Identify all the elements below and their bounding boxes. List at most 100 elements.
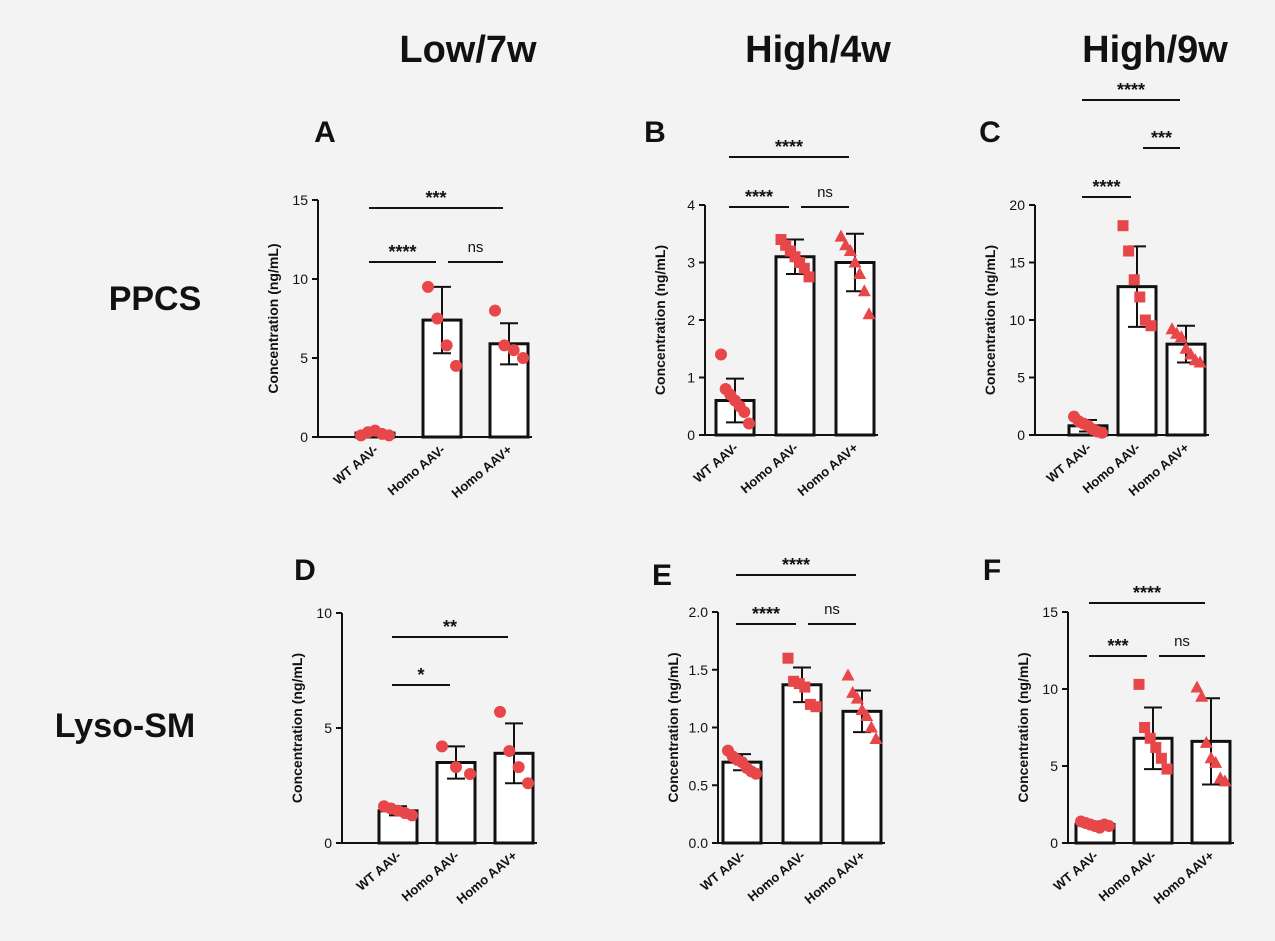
y-tick-label: 15 (1042, 604, 1058, 620)
data-point (489, 304, 501, 317)
data-point (507, 344, 520, 357)
data-point (464, 768, 476, 780)
data-point (804, 698, 816, 710)
data-point (1199, 735, 1213, 748)
data-point (798, 262, 810, 274)
panel-label: A (314, 116, 336, 149)
y-tick-label: 10 (1042, 681, 1058, 697)
panel-label: D (294, 554, 316, 587)
data-point (1195, 689, 1209, 702)
significance-label: **** (775, 137, 803, 157)
data-point (450, 761, 462, 774)
data-point (1161, 763, 1173, 775)
panel-label: F (983, 554, 1001, 587)
data-point (841, 668, 855, 681)
data-point (498, 339, 511, 352)
significance-label: ns (468, 239, 484, 256)
y-axis-label: Concentration (ng/mL) (652, 245, 668, 395)
data-point (1218, 774, 1232, 787)
data-point (1096, 426, 1108, 439)
data-point (853, 267, 867, 279)
data-point (715, 348, 727, 361)
data-point (450, 359, 462, 372)
data-point (794, 257, 806, 268)
significance-label: **** (1092, 177, 1120, 197)
data-point (431, 312, 444, 325)
data-point (494, 705, 506, 718)
data-point (383, 429, 395, 442)
data-point (1190, 680, 1204, 693)
bar (774, 255, 816, 437)
data-point (803, 271, 815, 283)
y-tick-label: 10 (316, 605, 332, 621)
data-point (834, 229, 848, 242)
data-point (1145, 320, 1157, 332)
y-tick-label: 5 (1017, 370, 1025, 386)
data-point (1150, 742, 1162, 754)
data-point (503, 745, 516, 757)
data-point (512, 761, 525, 774)
data-point (1103, 820, 1115, 833)
y-tick-label: 15 (292, 192, 308, 208)
data-point (440, 339, 453, 352)
y-tick-label: 0 (1050, 835, 1058, 851)
panel-label: C (979, 116, 1001, 149)
y-tick-label: 2 (687, 312, 695, 328)
data-point (517, 352, 529, 364)
data-point (1174, 330, 1188, 343)
significance-label: ns (1174, 633, 1190, 650)
data-point (1155, 752, 1167, 764)
significance-label: ns (824, 601, 840, 618)
data-point (810, 701, 822, 713)
data-point (862, 307, 876, 320)
y-tick-label: 20 (1009, 197, 1025, 213)
data-point (1139, 722, 1151, 733)
data-point (750, 767, 762, 780)
data-point (1123, 245, 1135, 257)
data-point (848, 255, 862, 268)
significance-label: **** (745, 187, 773, 207)
y-tick-label: 0.0 (689, 835, 709, 851)
y-tick-label: 10 (1009, 312, 1025, 328)
y-axis-label: Concentration (ng/mL) (665, 652, 681, 802)
data-point (850, 691, 864, 704)
significance-label: *** (1107, 636, 1128, 656)
panel-label: E (652, 559, 672, 592)
y-tick-label: 2.0 (689, 604, 709, 620)
y-axis-label: Concentration (ng/mL) (289, 653, 305, 803)
y-tick-label: 5 (300, 350, 308, 366)
significance-label: **** (388, 242, 416, 262)
significance-label: *** (1151, 128, 1172, 148)
data-point (1128, 274, 1140, 286)
column-title: Low/7w (399, 29, 537, 71)
y-tick-label: 0 (300, 429, 308, 445)
significance-label: ns (817, 184, 833, 201)
column-title: High/9w (1082, 29, 1228, 71)
data-point (1117, 220, 1129, 232)
y-tick-label: 1.5 (689, 662, 709, 678)
y-tick-label: 3 (687, 255, 695, 271)
significance-label: **** (752, 604, 780, 624)
data-point (1134, 291, 1146, 303)
data-point (1133, 678, 1145, 690)
column-title: High/4w (745, 29, 891, 71)
data-point (422, 280, 434, 293)
data-point (788, 675, 800, 687)
y-tick-label: 0 (1017, 427, 1025, 443)
y-tick-label: 15 (1009, 255, 1025, 271)
significance-label: *** (425, 188, 446, 208)
row-label: Lyso-SM (55, 707, 195, 745)
data-point (860, 708, 874, 721)
data-point (743, 417, 755, 430)
y-axis-label: Concentration (ng/mL) (1015, 652, 1031, 802)
data-point (775, 234, 787, 245)
y-tick-label: 0 (687, 427, 695, 443)
y-tick-label: 1 (687, 370, 695, 386)
y-tick-label: 5 (1050, 758, 1058, 774)
data-point (864, 720, 878, 733)
significance-label: * (417, 665, 424, 685)
data-point (784, 245, 796, 257)
data-point (1209, 755, 1223, 768)
